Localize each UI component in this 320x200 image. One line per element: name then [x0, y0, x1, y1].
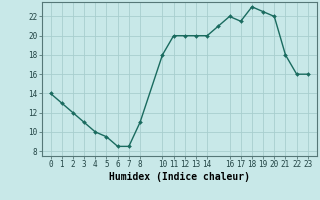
X-axis label: Humidex (Indice chaleur): Humidex (Indice chaleur)	[109, 172, 250, 182]
